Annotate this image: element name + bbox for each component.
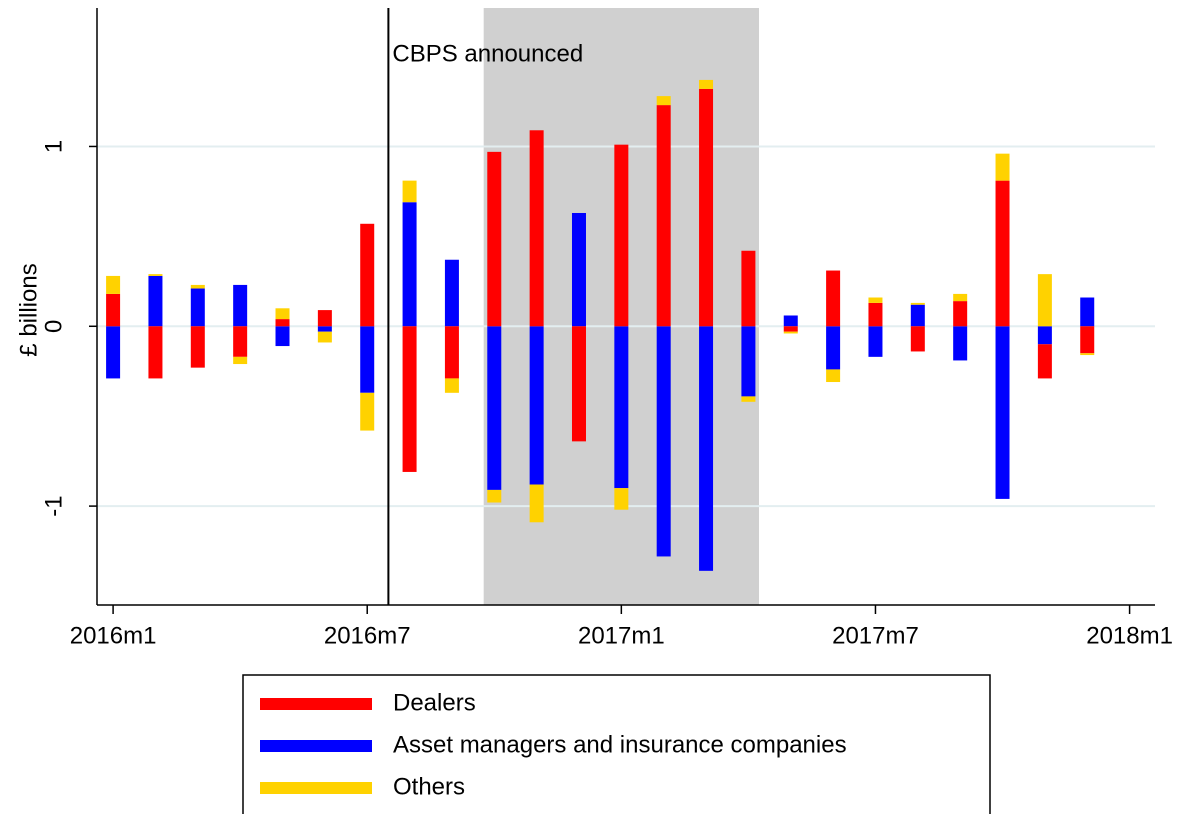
bar-segment	[1037, 274, 1052, 327]
bar-segment	[571, 212, 586, 327]
bar-segment	[275, 326, 290, 347]
bar-segment	[868, 297, 883, 303]
bar-segment	[275, 308, 290, 320]
bar-segment	[106, 275, 121, 294]
bar-segment	[529, 326, 544, 485]
bar-segment	[699, 88, 714, 327]
bar-segment	[953, 326, 968, 361]
bar-segment	[868, 326, 883, 357]
bar-segment	[741, 250, 756, 327]
bar-segment	[148, 326, 163, 379]
bar-segment	[444, 378, 459, 393]
bar-segment	[402, 326, 417, 472]
bar-segment	[614, 144, 629, 327]
bar-segment	[910, 326, 925, 352]
bar-segment	[233, 356, 248, 365]
bar-segment	[529, 484, 544, 523]
bar-segment	[783, 315, 798, 327]
bar-segment	[317, 310, 332, 327]
bar-segment	[826, 270, 841, 327]
bar-segment	[571, 326, 586, 442]
bar-segment	[402, 180, 417, 203]
bar-segment	[868, 302, 883, 327]
x-tick-label: 2016m7	[324, 622, 411, 649]
legend-label: Dealers	[393, 689, 476, 716]
bar-segment	[317, 331, 332, 343]
y-axis-label: £ billions	[15, 263, 42, 356]
bar-segment	[953, 293, 968, 302]
bar-segment	[148, 274, 163, 276]
bar-segment	[360, 392, 375, 431]
bar-segment	[487, 151, 502, 327]
bar-segment	[444, 326, 459, 379]
bar-segment	[360, 326, 375, 393]
bar-segment	[487, 489, 502, 503]
bar-segment	[614, 488, 629, 510]
bar-segment	[995, 180, 1010, 327]
bar-segment	[106, 293, 121, 327]
bar-segment	[783, 326, 798, 332]
bar-segment	[402, 202, 417, 327]
x-tick-label: 2016m1	[70, 622, 157, 649]
bar-segment	[699, 326, 714, 571]
bar-segment	[190, 326, 205, 368]
bar-segment	[106, 326, 121, 379]
legend-label: Asset managers and insurance companies	[393, 731, 847, 758]
bar-segment	[233, 284, 248, 327]
bar-segment	[1080, 353, 1095, 356]
bar-segment	[1080, 297, 1095, 327]
bar-segment	[826, 369, 841, 383]
bar-segment	[656, 105, 671, 327]
bar-segment	[233, 326, 248, 357]
bar-segment	[953, 301, 968, 327]
legend-label: Others	[393, 773, 465, 800]
bar-segment	[995, 153, 1010, 181]
x-tick-label: 2017m7	[832, 622, 919, 649]
bar-segment	[656, 326, 671, 557]
y-tick-label: 0	[40, 320, 67, 333]
bar-segment	[783, 331, 798, 334]
bar-segment	[826, 326, 841, 370]
bar-segment	[1037, 326, 1052, 345]
bar-segment	[148, 275, 163, 327]
bar-segment	[190, 284, 205, 289]
bar-segment	[317, 326, 332, 332]
bar-segment	[275, 319, 290, 327]
x-tick-label: 2018m1	[1086, 622, 1173, 649]
bar-segment	[656, 96, 671, 106]
bar-segment	[910, 302, 925, 305]
bar-segment	[614, 326, 629, 489]
annotation-text: CBPS announced	[392, 40, 583, 67]
x-tick-label: 2017m1	[578, 622, 665, 649]
bar-segment	[1080, 326, 1095, 354]
bar-segment	[360, 223, 375, 327]
bar-segment	[741, 326, 756, 397]
bar-segment	[487, 326, 502, 490]
bar-segment	[741, 396, 756, 402]
bar-segment	[1037, 344, 1052, 379]
y-tick-label: 1	[40, 140, 67, 153]
y-tick-label: -1	[40, 495, 67, 516]
bar-segment	[444, 259, 459, 327]
bar-segment	[910, 304, 925, 327]
bar-segment	[190, 288, 205, 327]
bar-segment	[529, 130, 544, 327]
bar-segment	[995, 326, 1010, 499]
bar-segment	[699, 79, 714, 89]
